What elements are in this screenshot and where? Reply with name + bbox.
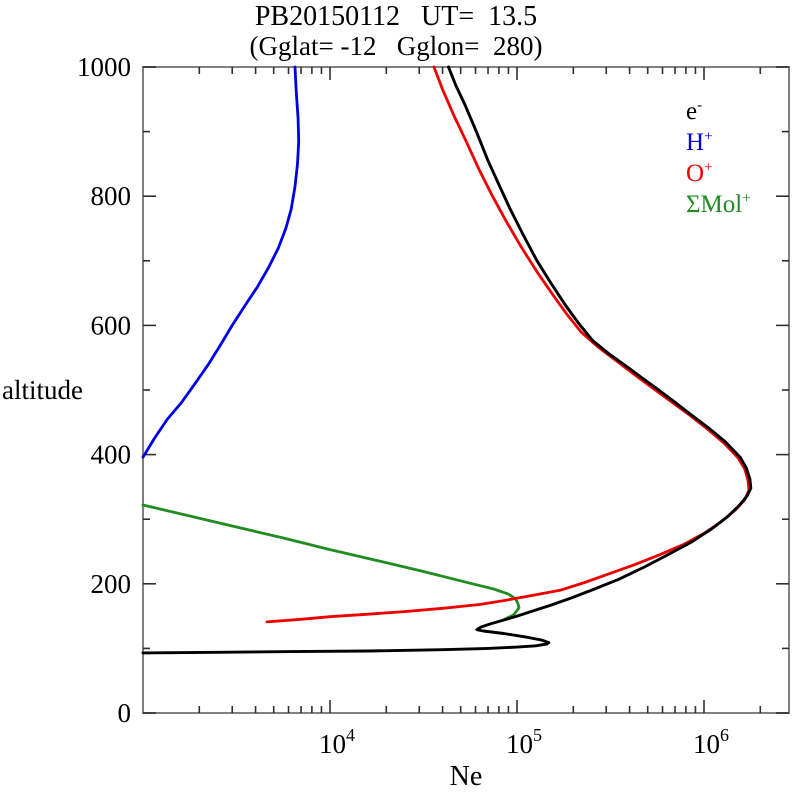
y-tick-label: 0 [118,698,132,728]
x-tick-label: 105 [506,725,542,759]
y-tick-label: 400 [91,440,132,470]
curve-h-plus [141,65,301,459]
legend: e- H+ O+ ΣMol+ [686,96,751,220]
legend-item-mol-plus: ΣMol+ [686,190,751,218]
y-tick-label: 1000 [77,52,131,82]
y-tick-label: 800 [91,181,132,211]
curve-mol-plus [141,503,521,621]
curve-o-plus [265,65,751,624]
legend-item-o-plus: O+ [686,159,713,187]
curve-e [141,65,753,655]
chart-title: PB20150112 UT= 13.5 [254,1,538,32]
x-axis-title: Ne [449,761,483,792]
x-tick-label: 104 [319,725,355,759]
y-axis-title: altitude [2,375,83,405]
y-tick-label: 600 [91,310,132,340]
y-tick-label: 200 [91,569,132,599]
x-tick-label: 106 [693,725,729,759]
legend-item-e: e- [686,97,703,125]
legend-item-h-plus: H+ [686,128,713,156]
chart-subtitle: (Gglat= -12 Gglon= 280) [249,31,543,61]
